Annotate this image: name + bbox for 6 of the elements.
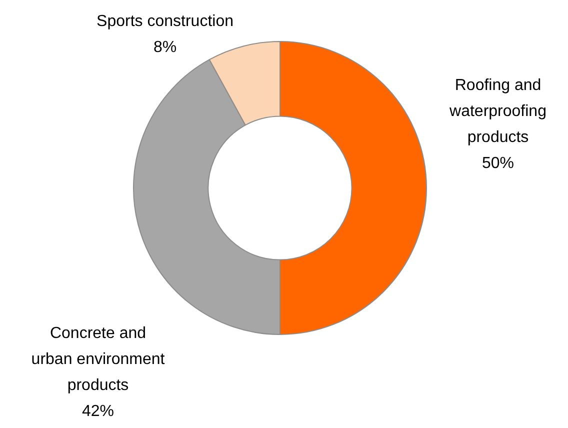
data-label: 8%: [153, 39, 177, 56]
slice-label: Sports construction: [96, 13, 234, 30]
data-label: 42%: [82, 403, 114, 420]
slice-label: Roofing and waterproofing products: [448, 77, 546, 146]
slice-label: Concrete and urban environment products: [31, 325, 166, 394]
data-label: 50%: [482, 155, 514, 172]
